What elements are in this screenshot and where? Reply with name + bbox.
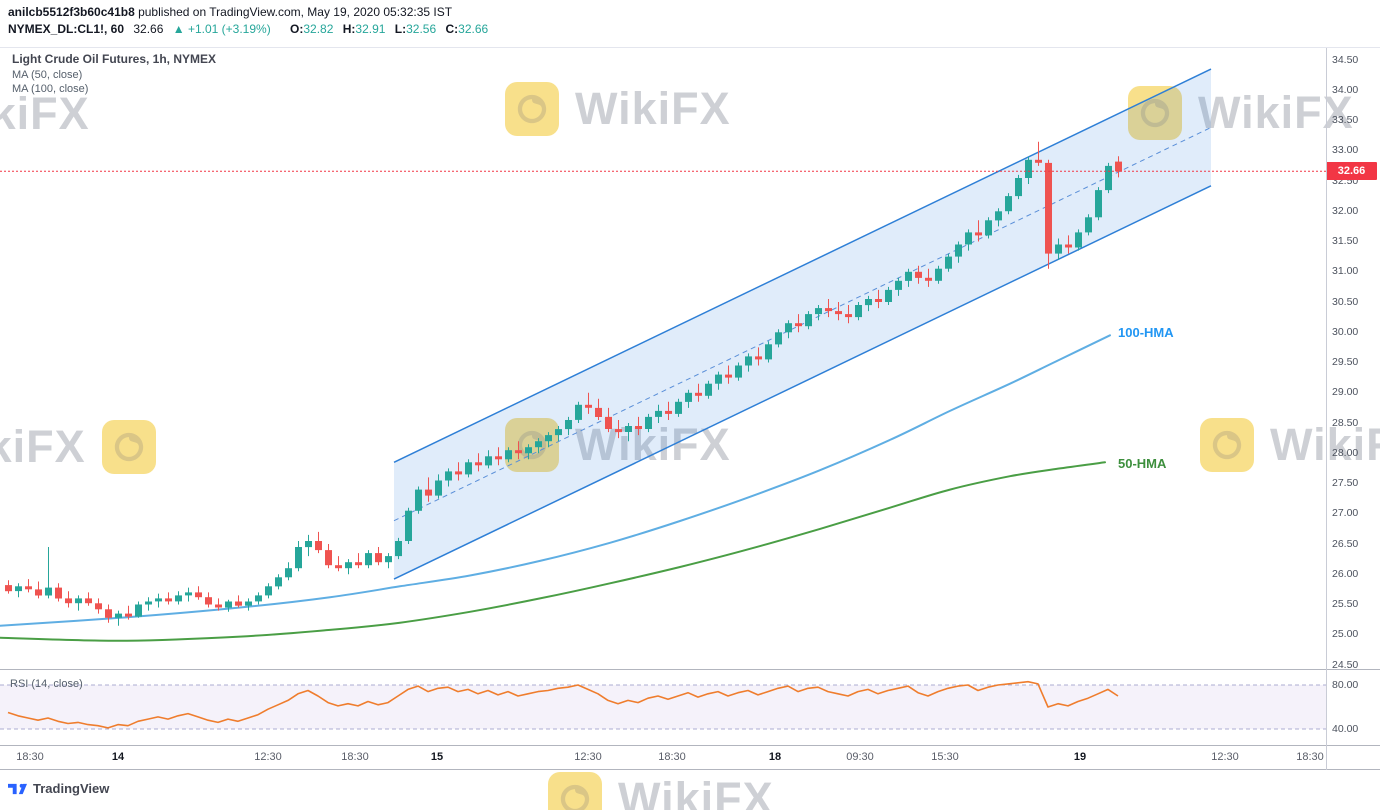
price-tick-label: 29.50 (1332, 356, 1359, 368)
price-tick-label: 26.50 (1332, 537, 1359, 550)
open-label: O: (290, 22, 304, 36)
rsi-panel[interactable] (0, 672, 1326, 746)
rsi-panel-separator (0, 745, 1380, 746)
rsi-line (7, 680, 1119, 729)
symbol-name: NYMEX_DL:CL1!, 60 (8, 22, 125, 36)
wikifx-watermark-text: WikiFX (1270, 419, 1380, 470)
wikifx-watermark: WikiFX (0, 88, 90, 140)
time-tick-label: 14 (111, 751, 125, 763)
price-chart[interactable] (0, 48, 1326, 670)
rsi-legend: RSI (14, close) (10, 678, 83, 690)
candles-group (5, 141, 1122, 626)
wikifx-watermark: WikiFX (548, 772, 774, 810)
rsi-band (0, 685, 1326, 729)
wikifx-logo-icon (1128, 86, 1182, 140)
wikifx-watermark: WikiFX (1200, 418, 1380, 472)
rsi-axis-40: 40.00 (1332, 723, 1359, 735)
price-change: ▲ +1.01 (+3.19%) (172, 22, 271, 36)
tradingview-logo (8, 783, 27, 795)
time-axis-separator (0, 769, 1380, 770)
price-tick-label: 28.00 (1332, 446, 1359, 459)
time-tick-label: 12:30 (254, 751, 282, 763)
time-tick-label: 18:30 (16, 751, 44, 763)
time-tick-label: 19 (1073, 751, 1087, 763)
price-tick-label: 30.00 (1332, 325, 1359, 338)
price-tick-label: 26.00 (1332, 567, 1359, 580)
price-tick-label: 25.00 (1332, 628, 1359, 641)
time-axis[interactable]: 18:30 14 12:30 18:30 15 12:30 18:30 18 09:30 15:3… (0, 746, 1326, 770)
price-tick-label: 33.50 (1332, 114, 1359, 126)
price-tick-label: 34.50 (1332, 53, 1359, 66)
rsi-axis-80: 80.00 (1332, 679, 1359, 691)
time-tick-label: 18:30 (341, 751, 369, 763)
price-tick-label: 24.50 (1332, 658, 1359, 671)
main-panel-separator (0, 669, 1380, 670)
time-tick-label: 09:30 (846, 751, 874, 763)
last-price-label: 32.66 (1326, 162, 1377, 181)
price-tick-label: 32.00 (1332, 204, 1359, 217)
wikifx-logo-icon (548, 772, 602, 810)
wikifx-watermark-text: WikiFX (575, 83, 731, 134)
publish-info: anilcb5512f3b60c41b8 published on Tradin… (8, 5, 452, 19)
moving-averages (0, 334, 1111, 642)
time-tick-label: 12:30 (574, 751, 602, 763)
time-tick-label: 15 (430, 751, 444, 763)
time-tick-label: 18:30 (658, 751, 686, 763)
publish-text: published on TradingView.com, May 19, 20… (134, 5, 453, 19)
price-tick-label: 27.50 (1332, 477, 1359, 489)
header-separator (0, 47, 1380, 48)
time-tick-label: 18:30 (1296, 751, 1324, 763)
wikifx-watermark: WikiFX (0, 420, 156, 474)
price-tick-label: 27.00 (1332, 507, 1359, 520)
wikifx-watermark: WikiFX (505, 82, 731, 136)
symbol-info-bar: NYMEX_DL:CL1!, 60 32.66 ▲ +1.01 (+3.19%)… (8, 22, 488, 36)
price-tick-label: 34.00 (1332, 83, 1359, 96)
wikifx-logo-icon (101, 420, 156, 474)
chart-legend: Light Crude Oil Futures, 1h, NYMEX MA (5… (12, 52, 216, 97)
price-tick-label: 30.50 (1332, 295, 1359, 308)
hma50-label: 50-HMA (1118, 456, 1167, 471)
price-tick-label: 29.00 (1332, 386, 1359, 399)
wikifx-watermark-text: WikiFX (575, 419, 731, 471)
high-label: H: (342, 22, 356, 36)
time-tick-label: 12:30 (1211, 751, 1239, 763)
open-value: 32.82 (303, 22, 334, 36)
low-label: L: (394, 22, 407, 36)
close-value: 32.66 (458, 22, 489, 36)
hma100-label: 100-HMA (1118, 325, 1174, 340)
wikifx-logo-icon (505, 82, 559, 136)
time-tick-label: 18 (768, 751, 782, 763)
wikifx-logo-icon (1200, 418, 1254, 472)
tradingview-attribution[interactable]: TradingView (8, 781, 109, 796)
legend-ma50: MA (50, close) (12, 69, 83, 81)
price-tick-label: 31.50 (1332, 235, 1359, 247)
wikifx-watermark-text: WikiFX (0, 421, 86, 472)
tradingview-label: TradingView (33, 781, 110, 796)
high-value: 32.91 (355, 22, 386, 36)
author-id: anilcb5512f3b60c41b8 (8, 5, 135, 19)
legend-ma100: MA (100, close) (12, 83, 89, 95)
price-axis-separator (1326, 48, 1327, 770)
time-tick-label: 15:30 (931, 751, 959, 763)
price-tick-label: 31.00 (1332, 265, 1359, 278)
close-label: C: (445, 22, 459, 36)
wikifx-logo-icon (505, 418, 559, 472)
wikifx-watermark-text: WikiFX (0, 88, 90, 139)
price-tick-label: 33.00 (1332, 144, 1359, 157)
low-value: 32.56 (406, 22, 437, 36)
symbol-last-price: 32.66 (133, 22, 164, 36)
wikifx-watermark-text: WikiFX (618, 773, 774, 810)
wikifx-watermark: WikiFX (505, 418, 731, 472)
price-tick-label: 28.50 (1332, 416, 1359, 429)
legend-title: Light Crude Oil Futures, 1h, NYMEX (12, 52, 217, 66)
price-tick-label: 25.50 (1332, 598, 1359, 610)
price-axis[interactable]: 32.66 34.50 34.00 33.50 33.00 32.50 32.00 31.5… (1326, 48, 1380, 671)
ascending-channel (393, 68, 1212, 580)
